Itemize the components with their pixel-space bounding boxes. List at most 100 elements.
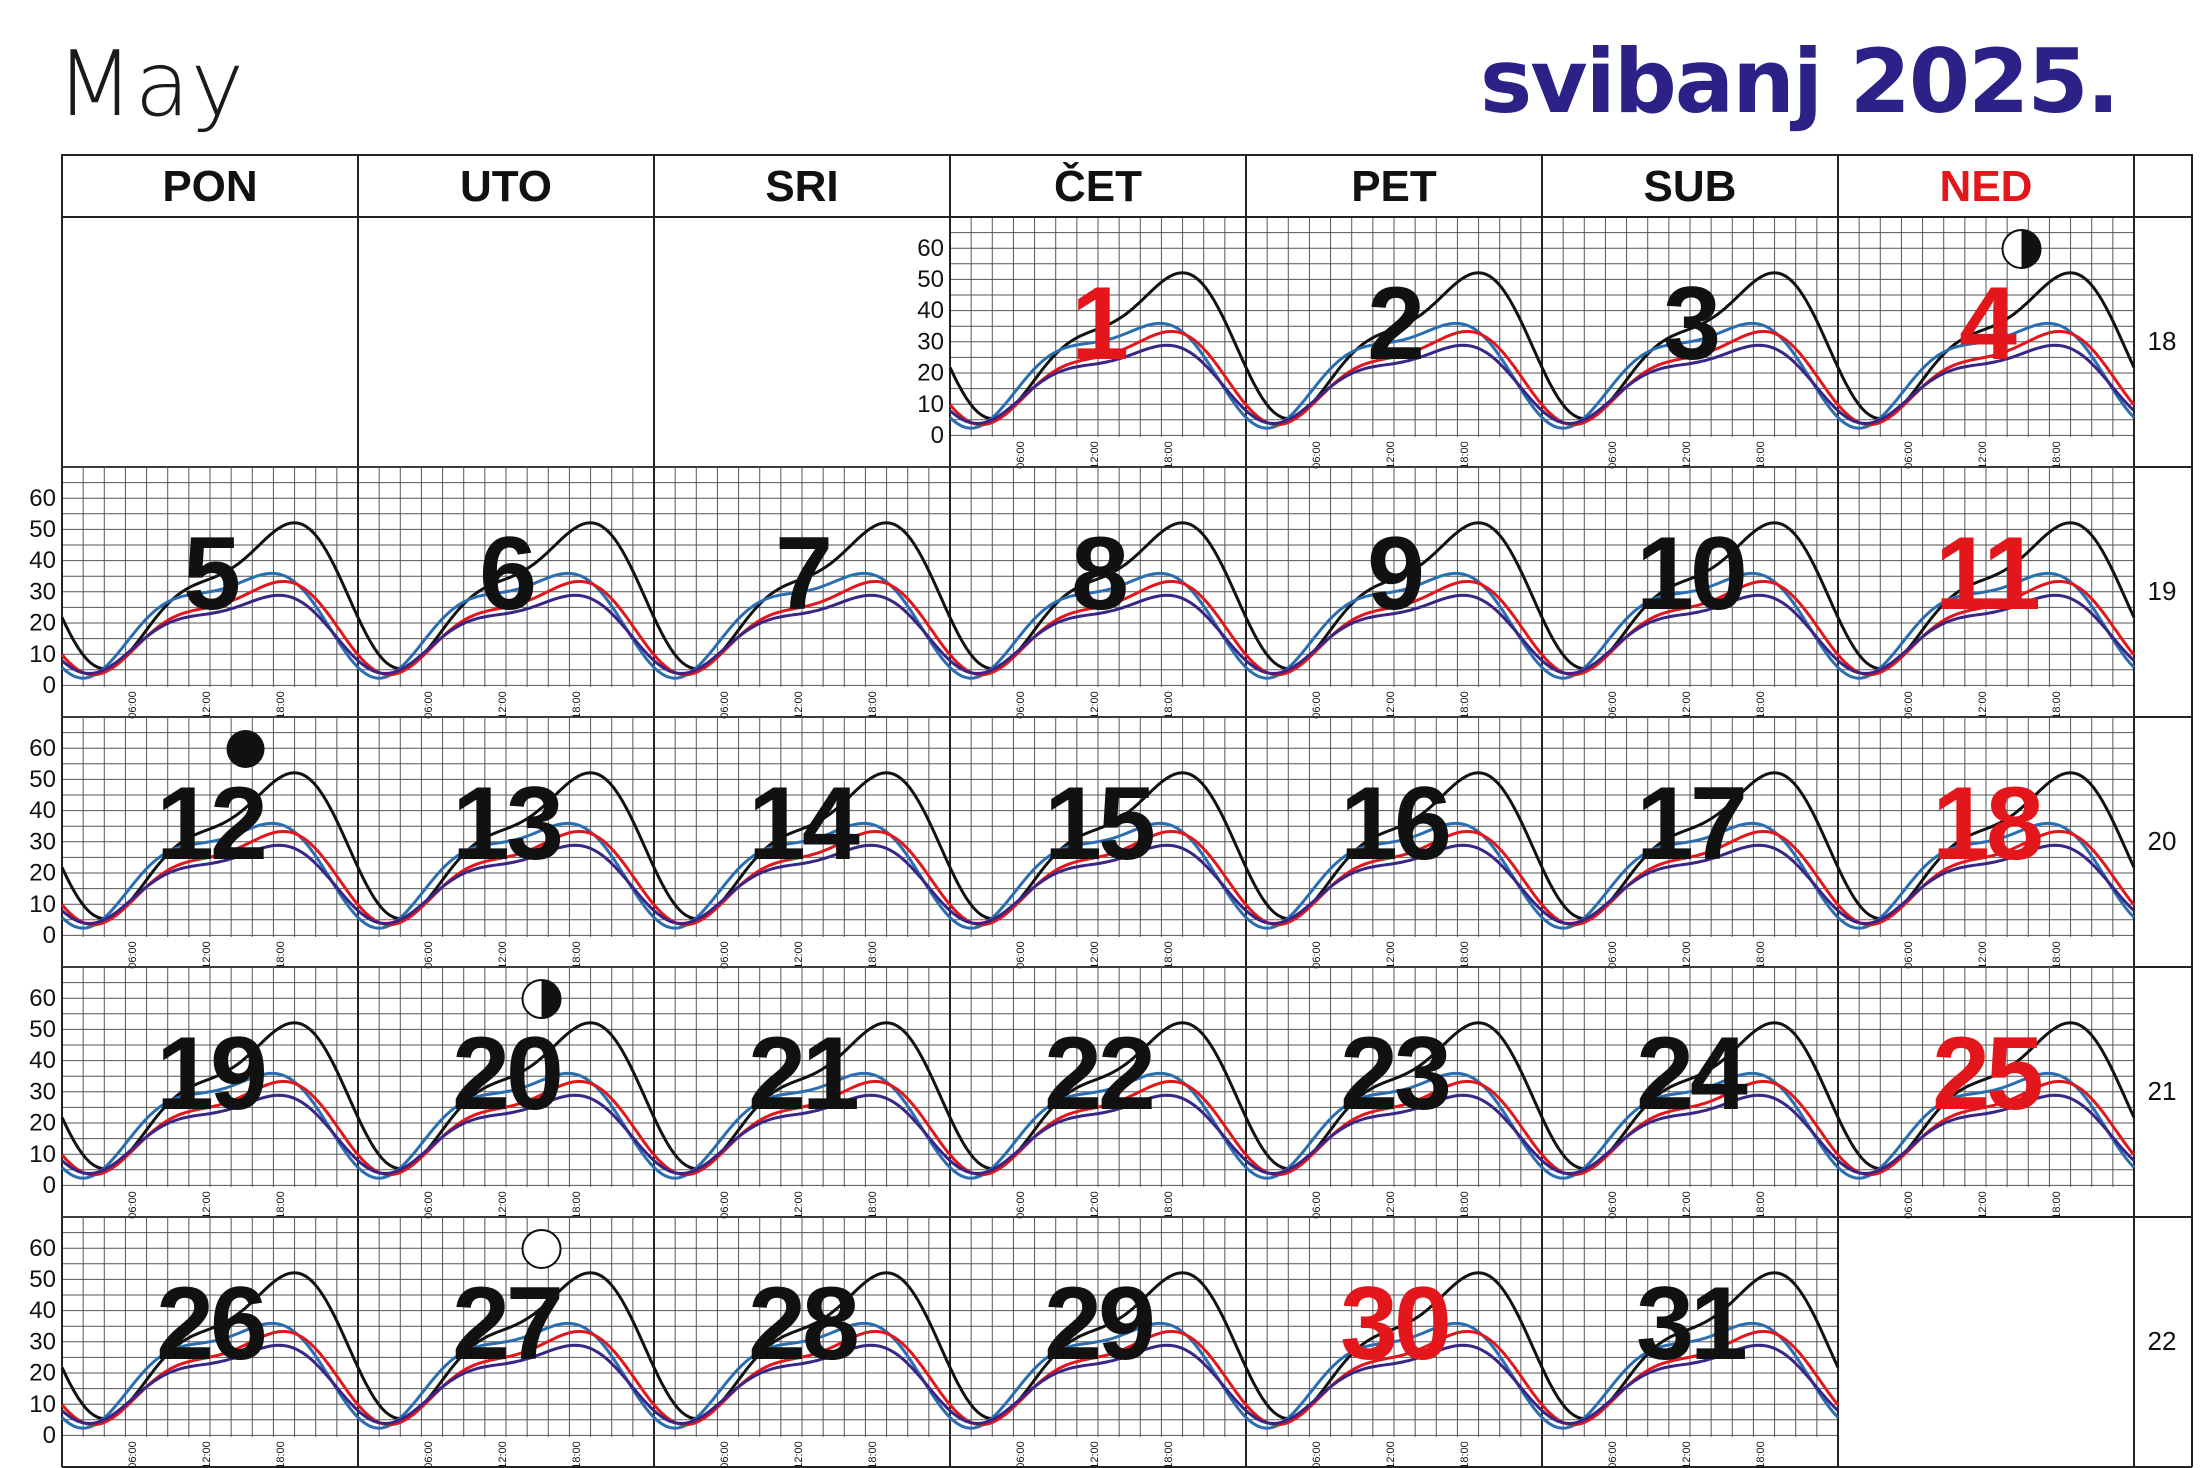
day-number: 26 [156,1266,265,1382]
time-tick-label: 18:00 [1163,441,1175,469]
time-tick-label: 12:00 [1089,1441,1101,1468]
time-tick-label: 06:00 [1015,1441,1027,1468]
y-tick-label: 60 [917,235,944,262]
time-tick-label: 06:00 [423,691,435,719]
day-number: 22 [1044,1016,1152,1132]
time-tick-label: 06:00 [1015,1191,1027,1219]
time-tick-label: 12:00 [1681,1191,1693,1219]
y-tick-label: 20 [29,1360,56,1387]
day-number: 15 [1044,766,1153,882]
time-tick-label: 12:00 [793,691,805,719]
tide-curve-blue [60,571,2136,680]
time-tick-label: 12:00 [497,1191,509,1219]
time-tick-label: 18:00 [2051,691,2063,719]
day-number: 12 [156,766,264,882]
day-number: 29 [1044,1266,1152,1382]
y-tick-label: 10 [29,891,56,918]
time-tick-label: 12:00 [201,691,213,719]
tide-curve-red [60,580,2136,677]
y-tick-label: 0 [43,1422,56,1449]
day-number: 25 [1932,1016,2041,1132]
time-tick-label: 12:00 [1089,691,1101,719]
tide-curve-purple [61,1093,2136,1176]
day-number: 17 [1636,766,1744,882]
full-moon-icon [521,1229,562,1269]
day-number: 2 [1367,266,1421,382]
time-tick-label: 12:00 [497,941,509,969]
time-tick-label: 18:00 [571,1191,583,1219]
day-number: 31 [1636,1266,1745,1382]
tide-curve-red [60,1080,2136,1177]
time-tick-label: 18:00 [1163,1191,1175,1219]
time-tick-label: 18:00 [1755,1191,1767,1219]
week-number: 18 [2148,326,2177,356]
time-tick-label: 12:00 [793,1191,805,1219]
title-english: May [56,32,246,137]
day-number: 16 [1340,766,1449,882]
y-tick-label: 40 [29,1047,56,1074]
time-tick-label: 12:00 [1977,941,1989,969]
y-tick-label: 50 [29,1266,56,1293]
time-tick-label: 06:00 [719,691,731,719]
tide-curve-red [60,830,2136,927]
week-number: 22 [2148,1326,2177,1356]
time-tick-label: 18:00 [1163,1441,1175,1468]
time-tick-label: 06:00 [1903,941,1915,969]
time-tick-label: 06:00 [1607,441,1619,469]
time-tick-label: 12:00 [1385,441,1397,469]
time-tick-label: 06:00 [1015,691,1027,719]
y-tick-label: 10 [29,1391,56,1418]
time-tick-label: 18:00 [867,1441,879,1468]
y-tick-label: 20 [29,1110,56,1137]
y-tick-label: 30 [29,1078,56,1105]
tide-curve-red [948,330,2136,427]
time-tick-label: 18:00 [1755,691,1767,719]
tide-curve-blue [60,821,2136,930]
time-tick-label: 06:00 [1311,941,1323,969]
time-tick-label: 18:00 [571,941,583,969]
tide-curve-purple [61,593,2136,676]
y-tick-label: 20 [29,610,56,637]
time-tick-label: 18:00 [275,1441,287,1468]
time-tick-label: 18:00 [275,691,287,719]
tide-curve-red [60,1330,1840,1427]
time-tick-label: 06:00 [423,941,435,969]
tide-curve-black [948,271,2136,421]
time-tick-label: 12:00 [1385,1441,1397,1468]
weekday-label: SUB [1644,162,1737,211]
time-tick-label: 12:00 [793,1441,805,1468]
time-tick-label: 18:00 [2051,441,2063,469]
time-tick-label: 06:00 [1903,1191,1915,1219]
y-tick-label: 0 [43,672,56,699]
time-tick-label: 06:00 [1015,941,1027,969]
time-tick-label: 12:00 [1089,941,1101,969]
time-tick-label: 12:00 [497,1441,509,1468]
time-tick-label: 12:00 [1385,941,1397,969]
time-tick-label: 06:00 [1607,1191,1619,1219]
day-number: 23 [1340,1016,1449,1132]
tide-curve-blue [948,321,2136,430]
y-tick-label: 20 [29,860,56,887]
y-tick-label: 0 [43,922,56,949]
day-number: 10 [1636,516,1744,632]
time-tick-label: 18:00 [1459,1441,1471,1468]
day-number: 21 [748,1016,857,1132]
weekday-label: SRI [765,162,838,211]
time-tick-label: 18:00 [1755,941,1767,969]
day-number: 24 [1636,1016,1748,1132]
y-tick-label: 40 [29,1297,56,1324]
y-tick-label: 20 [917,360,944,387]
time-tick-label: 12:00 [1089,1191,1101,1219]
time-tick-label: 18:00 [1459,691,1471,719]
day-number: 8 [1071,516,1126,632]
time-tick-label: 12:00 [1089,441,1101,469]
y-tick-label: 10 [917,391,944,418]
time-tick-label: 18:00 [1459,941,1471,969]
time-tick-label: 06:00 [719,941,731,969]
first-quarter-moon-icon [2021,230,2041,268]
time-tick-label: 18:00 [1755,441,1767,469]
time-tick-label: 12:00 [1681,1441,1693,1468]
time-tick-label: 06:00 [127,691,139,719]
time-tick-label: 18:00 [1755,1441,1767,1468]
day-number: 7 [775,516,829,632]
